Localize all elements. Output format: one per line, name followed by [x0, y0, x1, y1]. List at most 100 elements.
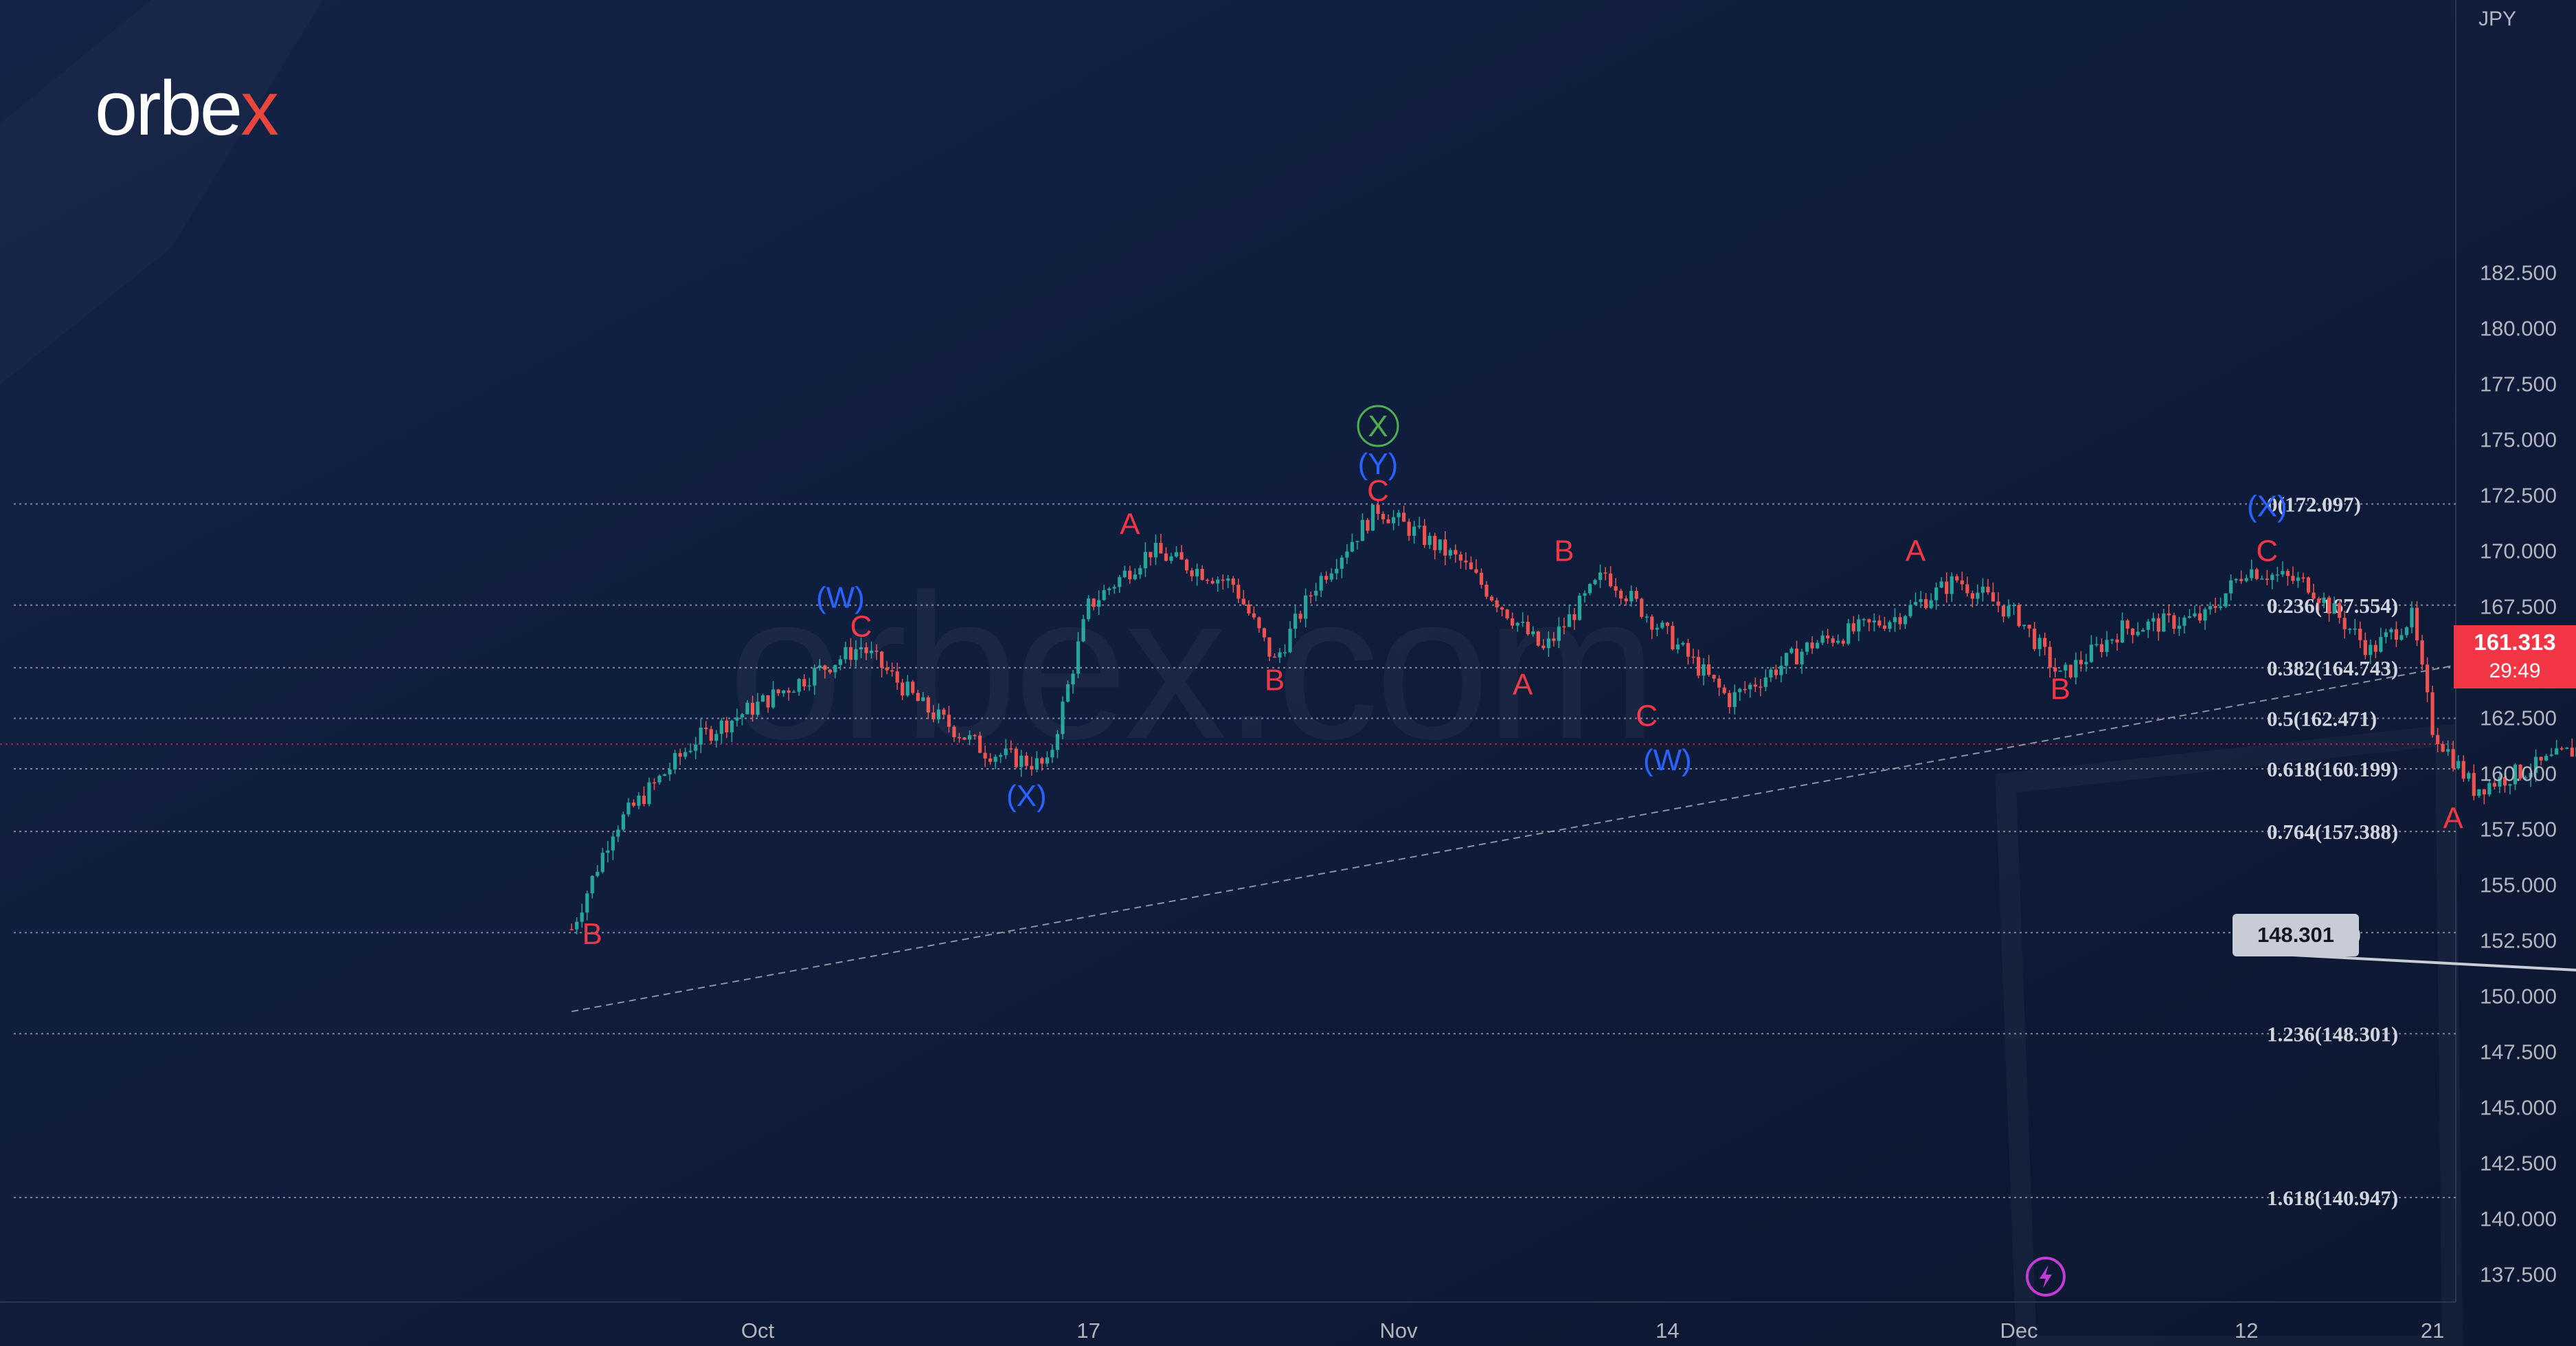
candle-body	[1546, 638, 1550, 649]
candle-body	[1376, 504, 1380, 514]
candle-body	[714, 734, 719, 741]
candle-body	[688, 750, 692, 752]
candle-body	[1174, 552, 1179, 557]
candle-body	[813, 668, 817, 686]
candle-body	[1836, 640, 1840, 643]
candle-body	[1577, 596, 1582, 620]
candle-body	[1511, 618, 1515, 626]
candle-body	[1391, 517, 1396, 524]
candle-body	[1458, 554, 1462, 561]
candle-body	[2456, 761, 2461, 769]
target-badge-pointer	[2240, 951, 2576, 972]
candle-body	[1686, 642, 1691, 657]
candle-body	[1050, 750, 1054, 758]
candle-body	[776, 689, 780, 694]
lightning-icon[interactable]	[2026, 1257, 2066, 1297]
candle-body	[1257, 617, 1261, 629]
candle-body	[859, 647, 863, 650]
candle-body	[1443, 539, 1447, 556]
candle-body	[2446, 749, 2450, 752]
candle-body	[1495, 600, 1499, 608]
candle-body	[2394, 629, 2399, 640]
candle-body	[1309, 595, 1313, 597]
candle-body	[890, 670, 894, 672]
candle-body	[1929, 600, 1933, 608]
candle-body	[1960, 580, 1964, 585]
candle-body	[1939, 581, 1943, 588]
candle-body	[1102, 590, 1106, 601]
candle-body	[590, 875, 594, 894]
wave-label-7: (Y)	[1358, 447, 1399, 481]
candle-body	[2492, 783, 2496, 787]
candle-body	[2048, 647, 2052, 668]
candle-body	[1717, 678, 1721, 688]
candle-body	[1572, 614, 1577, 620]
candle-body	[1381, 513, 1386, 519]
candle-body	[1893, 617, 1897, 622]
candle-body	[1386, 519, 1390, 524]
price-tick-label: 177.500	[2480, 372, 2557, 396]
fibonacci-levels: 0(172.097)0.236(167.554)0.382(164.743)0.…	[0, 493, 2456, 1210]
candle-body	[2043, 638, 2047, 647]
candle-body	[1753, 684, 1757, 687]
candle-body	[787, 690, 791, 693]
candle-body	[1329, 573, 1333, 580]
candle-body	[750, 702, 755, 715]
candle-body	[2172, 615, 2176, 629]
candle-body	[1846, 623, 1851, 644]
wave-label-5: B	[1265, 663, 1285, 697]
candle-body	[2244, 578, 2248, 581]
wave-label-15: (X)	[2247, 490, 2287, 524]
candle-body	[2312, 592, 2316, 599]
candle-body	[807, 685, 811, 687]
candle-body	[2363, 640, 2367, 655]
candle-body	[2306, 577, 2311, 593]
candle-body	[647, 782, 651, 805]
candle-body	[993, 756, 997, 762]
candle-body	[725, 720, 729, 732]
candle-body	[1862, 619, 1866, 620]
candle-body	[2430, 692, 2434, 735]
candle-body	[1262, 628, 1267, 638]
candle-body	[2472, 773, 2476, 796]
price-tick-label: 145.000	[2480, 1096, 2557, 1120]
candle-body	[1645, 616, 1649, 618]
candle-body	[1945, 581, 1949, 594]
candle-body	[1340, 557, 1344, 569]
candle-body	[905, 682, 909, 696]
candle-body	[2389, 629, 2393, 633]
candle-body	[1521, 621, 1525, 623]
candle-body	[1423, 526, 1427, 546]
candle-body	[2203, 609, 2207, 621]
candle-body	[2068, 664, 2072, 677]
candle-body	[1195, 568, 1199, 576]
candle-body	[2482, 789, 2486, 795]
candle-body	[1293, 614, 1298, 629]
candle-body	[1454, 550, 1458, 554]
candle-body	[1976, 592, 1980, 599]
candle-body	[683, 752, 688, 757]
candle-body	[616, 829, 620, 837]
candle-body	[1681, 642, 1685, 644]
candle-body	[2384, 632, 2388, 638]
candle-body	[2229, 580, 2233, 594]
candle-body	[1794, 648, 1799, 664]
candle-body	[983, 752, 987, 759]
candle-body	[1071, 673, 1075, 684]
candle-body	[1857, 619, 1861, 631]
candle-body	[1789, 648, 1794, 653]
fib-label-0.764: 0.764(157.388)	[2267, 820, 2398, 844]
candle-body	[596, 871, 600, 876]
candle-body	[606, 850, 610, 853]
candle-body	[2074, 660, 2078, 677]
candle-body	[1505, 609, 1509, 619]
price-tick-label: 182.500	[2480, 261, 2557, 285]
candle-body	[1272, 656, 1277, 658]
candle-body	[1045, 757, 1049, 764]
candle-body	[2064, 664, 2068, 671]
candle-body	[2027, 625, 2031, 629]
candle-body	[2094, 644, 2099, 646]
candlestick-series	[569, 499, 2576, 934]
time-axis[interactable]: Oct17Nov14Dec1221202316Feb13	[741, 1319, 2576, 1343]
current-price-value: 161.313	[2474, 629, 2556, 655]
